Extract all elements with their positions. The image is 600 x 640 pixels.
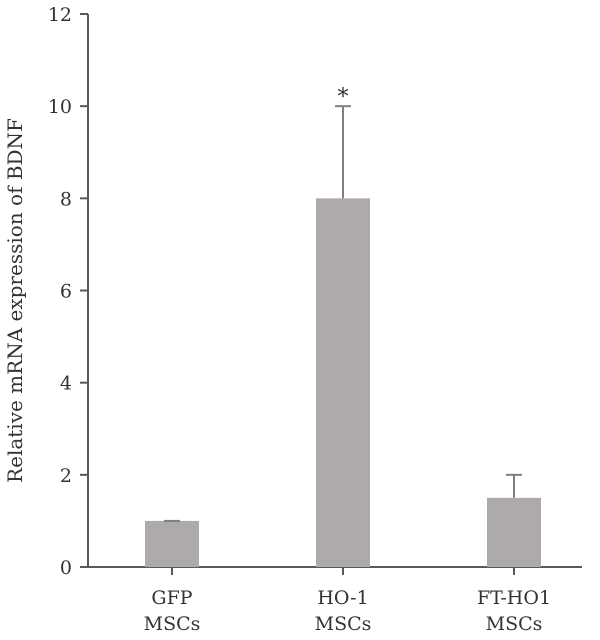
x-tick-label: HO-1 bbox=[317, 587, 368, 609]
x-tick-label: GFP bbox=[151, 587, 192, 609]
bar bbox=[145, 520, 199, 567]
x-tick-label: MSCs bbox=[144, 613, 201, 635]
x-tick-label: MSCs bbox=[486, 613, 543, 635]
y-tick-label: 4 bbox=[60, 373, 72, 395]
y-tick-label: 10 bbox=[48, 96, 72, 118]
y-axis-label: Relative mRNA expression of BDNF bbox=[3, 118, 27, 483]
x-tick-label: FT-HO1 bbox=[477, 587, 551, 609]
x-axis: GFP MSCs HO-1 MSCs FT-HO1 MSCs bbox=[88, 566, 582, 635]
y-tick-label: 0 bbox=[60, 557, 72, 579]
y-tick-label: 12 bbox=[48, 4, 72, 26]
bars: * bbox=[145, 85, 541, 568]
y-axis: 0 2 4 6 8 10 12 bbox=[48, 4, 89, 579]
significance-marker: * bbox=[338, 85, 349, 110]
y-tick-label: 6 bbox=[60, 281, 72, 303]
y-tick-label: 2 bbox=[60, 465, 72, 487]
bar bbox=[487, 497, 541, 567]
bar bbox=[316, 198, 370, 568]
y-tick-label: 8 bbox=[60, 188, 72, 210]
x-tick-label: MSCs bbox=[315, 613, 372, 635]
